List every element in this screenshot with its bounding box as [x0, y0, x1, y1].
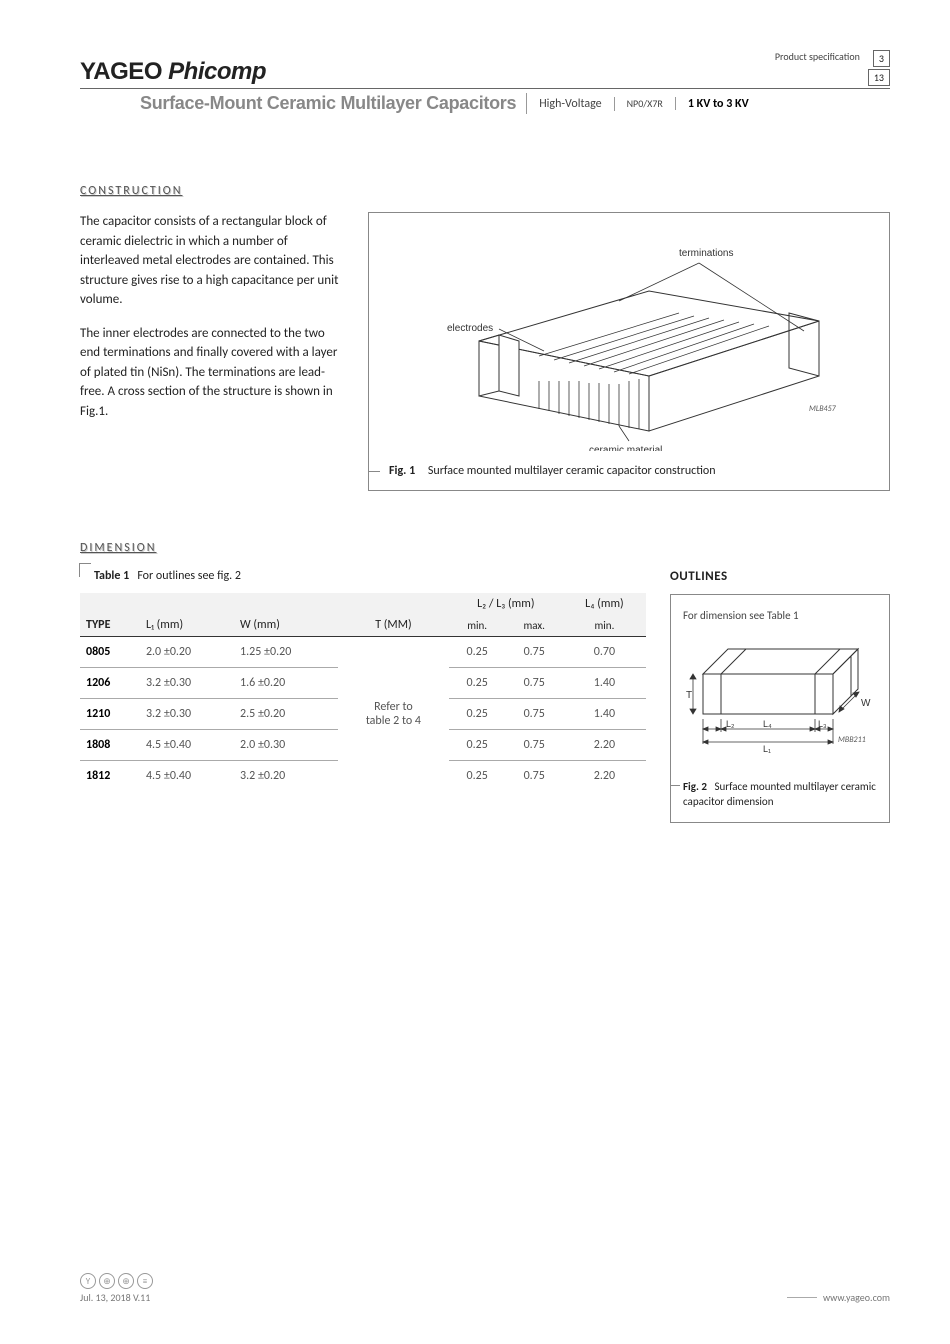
cert-icon: Y: [80, 1273, 96, 1289]
fig2-note: For dimension see Table 1: [683, 609, 877, 622]
figure-1-diagram: terminations electrodes ceramic material…: [389, 231, 859, 451]
cert-icon: ⊕: [99, 1273, 115, 1289]
th-t: T (MM): [338, 593, 449, 637]
table1-caption: Table 1 For outlines see fig. 2: [80, 569, 646, 583]
fig1-caption: Fig. 1 Surface mounted multilayer cerami…: [389, 464, 869, 478]
page-total: 13: [868, 69, 890, 86]
label-l4: L₄: [763, 719, 772, 729]
brand-logo: YAGEO Phicomp: [80, 58, 266, 86]
page-current: 3: [873, 50, 890, 67]
fig1-caption-no: Fig. 1: [389, 464, 415, 478]
construction-heading: CONSTRUCTION: [80, 184, 890, 198]
construction-p2: The inner electrodes are connected to th…: [80, 324, 340, 422]
th-l4: L₄ (mm): [563, 593, 646, 615]
label-l3: L₃: [818, 719, 827, 729]
fig2-caption-no: Fig. 2: [683, 780, 707, 793]
fig2-caption: Fig. 2 Surface mounted multilayer cerami…: [683, 779, 877, 810]
dimension-table: TYPE L₁ (mm) W (mm) T (MM) L₂ / L₃ (mm) …: [80, 593, 646, 791]
cert-icon: ⊕: [118, 1273, 134, 1289]
label-electrodes: electrodes: [447, 323, 493, 334]
label-l2: L₂: [726, 719, 735, 729]
label-w: W: [861, 698, 871, 709]
footer-icons: Y ⊕ ⊕ ≡: [80, 1273, 153, 1289]
fig2-caption-text: Surface mounted multilayer ceramic capac…: [683, 780, 876, 808]
fig2-ref: MBB211: [838, 735, 866, 745]
seg-high-voltage: High-Voltage: [527, 97, 614, 111]
label-terminations: terminations: [679, 248, 733, 259]
figure-1-box: terminations electrodes ceramic material…: [368, 212, 890, 491]
table-row: 08052.0 ±0.201.25 ±0.20Refer to table 2 …: [80, 637, 646, 668]
brand-phicomp: Phicomp: [168, 58, 266, 85]
footer-date: Jul. 13, 2018 V.11: [80, 1291, 153, 1304]
seg-voltage-range: 1 KV to 3 KV: [676, 97, 761, 111]
th-l23: L₂ / L₃ (mm): [449, 593, 563, 615]
th-w: W (mm): [234, 593, 338, 637]
figure-2-diagram: T W: [683, 634, 873, 764]
table1-caption-no: Table 1: [94, 569, 129, 583]
figure-2-box: For dimension see Table 1: [670, 594, 890, 823]
spec-label: Product specification: [775, 50, 860, 63]
cert-icon: ≡: [137, 1273, 153, 1289]
outlines-title: OUTLINES: [670, 569, 890, 584]
doc-title: Surface-Mount Ceramic Multilayer Capacit…: [140, 93, 527, 114]
footer-url: www.yageo.com: [823, 1291, 890, 1304]
label-t: T: [686, 690, 692, 701]
fig1-caption-text: Surface mounted multilayer ceramic capac…: [428, 464, 716, 478]
th-min2: min.: [563, 615, 646, 637]
construction-text: The capacitor consists of a rectangular …: [80, 212, 340, 435]
brand-yageo: YAGEO: [80, 58, 162, 85]
th-max: max.: [506, 615, 563, 637]
construction-p1: The capacitor consists of a rectangular …: [80, 212, 340, 310]
th-l1: L₁ (mm): [140, 593, 234, 637]
label-l1: L₁: [763, 744, 771, 754]
table1-caption-text: For outlines see fig. 2: [137, 569, 241, 583]
label-ceramic: ceramic material: [589, 445, 662, 451]
dimension-heading: DIMENSION: [80, 541, 890, 555]
seg-dielectric: NP0/X7R: [615, 97, 676, 110]
th-type: TYPE: [80, 593, 140, 637]
fig1-ref: MLB457: [809, 404, 837, 414]
th-min1: min.: [449, 615, 506, 637]
